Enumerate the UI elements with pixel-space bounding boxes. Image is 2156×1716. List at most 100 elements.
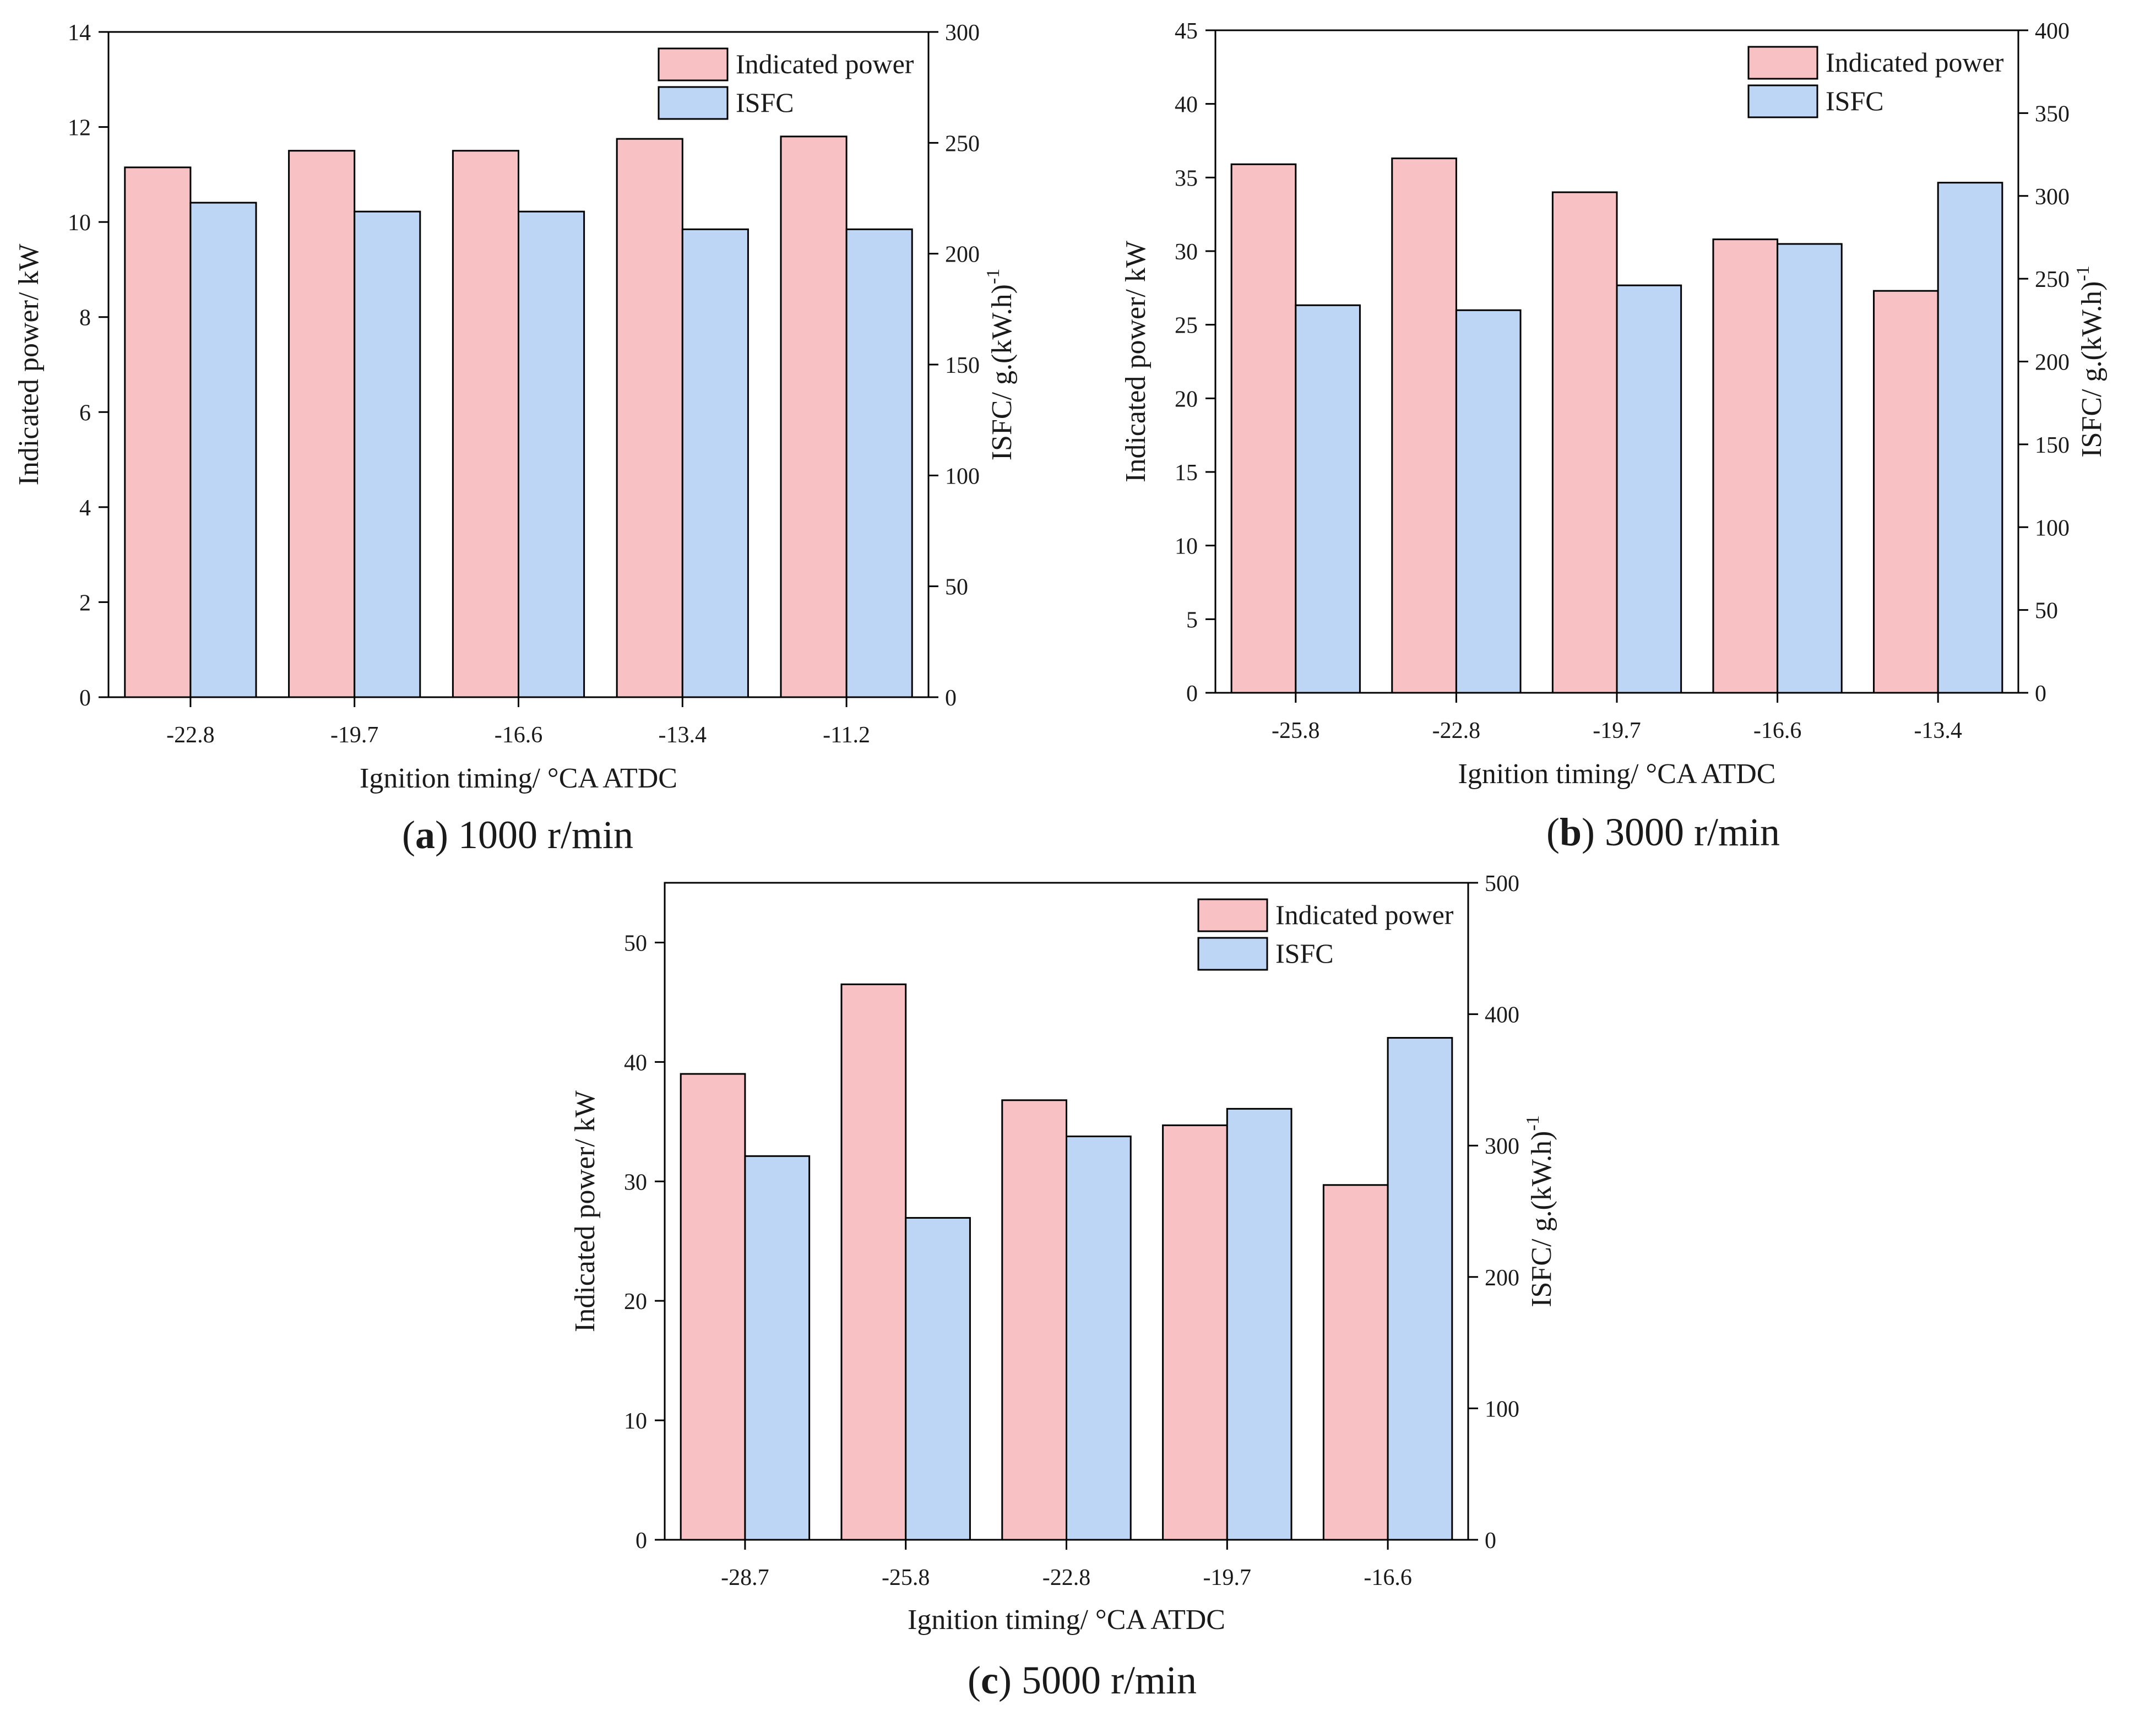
caption-letter: a [415, 813, 435, 857]
caption-text: 1000 r/min [448, 813, 633, 857]
y2-tick-label: 50 [945, 575, 968, 600]
y-tick-label: 8 [79, 306, 91, 331]
isfc-bar [1937, 182, 2003, 694]
indicated-power-bar [288, 150, 356, 698]
y-tick-label: 2 [79, 590, 91, 616]
y-tick-label: 0 [636, 1528, 647, 1554]
isfc-bar [845, 228, 913, 698]
x-tick-label: -13.4 [659, 723, 707, 748]
y-tick-label: 40 [1175, 93, 1198, 118]
x-axis-label: Ignition timing/ °CA ATDC [360, 763, 677, 794]
x-tick-label: -16.6 [1364, 1565, 1412, 1590]
caption-open: ( [968, 1658, 981, 1702]
y2-axis-label-sup: -1 [2073, 265, 2093, 281]
y-tick-label: 0 [1186, 681, 1198, 707]
y2-tick-label: 150 [945, 353, 980, 378]
indicated-power-bar [452, 150, 520, 698]
y2-tick-label: 200 [2035, 350, 2070, 376]
y-axis-label: Indicated power/ kW [569, 1090, 601, 1332]
caption-text: 3000 r/min [1595, 810, 1780, 854]
y2-tick-label: 300 [2035, 184, 2070, 210]
chart-caption: (a) 1000 r/min [402, 813, 633, 857]
y-tick-label: 12 [68, 116, 91, 141]
legend-swatch-isfc [1197, 937, 1268, 971]
y-tick-label: 10 [1175, 534, 1198, 560]
isfc-bar [1295, 304, 1361, 694]
caption-open: ( [1546, 810, 1560, 854]
y-tick-label: 14 [68, 20, 91, 46]
y2-tick-label: 200 [1485, 1266, 1519, 1291]
y2-tick-label: 0 [945, 686, 957, 711]
y-tick-label: 10 [68, 210, 91, 236]
y-axis-label: Indicated power/ kW [1120, 241, 1152, 482]
legend-label-isfc: ISFC [736, 87, 794, 118]
y2-axis-label-main: ISFC/ g.(kW.h) [1526, 1131, 1557, 1307]
isfc-bar [189, 202, 257, 698]
legend-label-indicated-power: Indicated power [736, 48, 914, 79]
x-tick-label: -25.8 [882, 1565, 930, 1590]
y2-tick-label: 0 [1485, 1528, 1496, 1554]
indicated-power-bar [780, 135, 848, 698]
y2-axis-label-sup: -1 [1523, 1115, 1543, 1131]
y-tick-label: 30 [624, 1170, 647, 1195]
y-tick-label: 20 [624, 1289, 647, 1315]
x-axis-label: Ignition timing/ °CA ATDC [1458, 758, 1776, 790]
y2-tick-label: 0 [2035, 681, 2046, 707]
isfc-bar [1616, 284, 1682, 694]
legend-swatch-indicated-power [1197, 898, 1268, 932]
indicated-power-bar [1001, 1099, 1068, 1541]
x-tick-label: -22.8 [1432, 718, 1481, 743]
legend-swatch-isfc [658, 86, 729, 120]
caption-text: 5000 r/min [1012, 1658, 1197, 1702]
indicated-power-bar [1162, 1124, 1228, 1541]
y2-tick-label: 250 [2035, 267, 2070, 292]
y-tick-label: 20 [1175, 387, 1198, 412]
isfc-bar [354, 210, 421, 698]
chart-caption: (c) 5000 r/min [968, 1658, 1197, 1702]
legend-label-isfc: ISFC [1826, 85, 1884, 116]
indicated-power-bar [1873, 290, 1939, 694]
isfc-bar [681, 228, 749, 698]
caption-letter: b [1560, 810, 1582, 854]
y2-axis-label: ISFC/ g.(kW.h)-1 [2073, 265, 2108, 458]
y-tick-label: 25 [1175, 313, 1198, 339]
y2-tick-label: 100 [2035, 515, 2070, 541]
y-tick-label: 10 [624, 1409, 647, 1434]
legend-swatch-isfc [1747, 84, 1818, 118]
y2-tick-label: 200 [945, 242, 980, 268]
x-tick-label: -25.8 [1272, 718, 1320, 743]
x-tick-label: -11.2 [823, 723, 870, 748]
indicated-power-bar [840, 983, 907, 1541]
y2-tick-label: 300 [1485, 1134, 1519, 1159]
indicated-power-bar [680, 1073, 746, 1541]
isfc-bar [1066, 1135, 1132, 1541]
caption-close: ) [435, 813, 448, 857]
y-axis-label: Indicated power/ kW [13, 244, 45, 486]
y-tick-label: 45 [1175, 19, 1198, 44]
caption-close: ) [998, 1658, 1012, 1702]
y-tick-label: 50 [624, 931, 647, 956]
indicated-power-bar [1551, 191, 1618, 694]
caption-close: ) [1582, 810, 1595, 854]
indicated-power-bar [124, 166, 192, 698]
y2-tick-label: 50 [2035, 599, 2058, 624]
legend-label-indicated-power: Indicated power [1275, 899, 1454, 930]
y-tick-label: 40 [624, 1050, 647, 1076]
x-axis-label: Ignition timing/ °CA ATDC [908, 1604, 1225, 1636]
y-tick-label: 6 [79, 400, 91, 426]
legend-swatch-indicated-power [1747, 46, 1818, 80]
y-tick-label: 15 [1175, 460, 1198, 486]
x-tick-label: -16.6 [495, 723, 543, 748]
y2-tick-label: 500 [1485, 871, 1519, 897]
x-tick-label: -28.7 [721, 1565, 769, 1590]
indicated-power-bar [616, 138, 683, 698]
y2-axis-label-sup: -1 [983, 269, 1003, 284]
isfc-bar [1455, 309, 1522, 694]
y2-axis-label-main: ISFC/ g.(kW.h) [2076, 281, 2108, 458]
isfc-bar [1226, 1107, 1292, 1541]
y-tick-label: 0 [79, 686, 91, 711]
y-tick-label: 30 [1175, 240, 1198, 265]
indicated-power-bar [1712, 238, 1779, 694]
